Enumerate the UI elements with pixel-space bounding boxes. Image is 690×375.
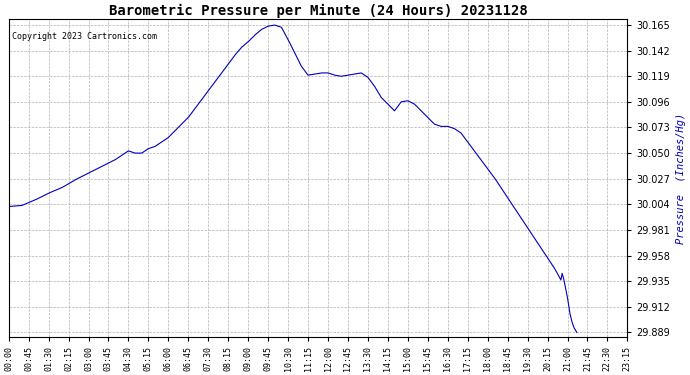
Y-axis label: Pressure  (Inches/Hg): Pressure (Inches/Hg) <box>676 112 686 244</box>
Text: Copyright 2023 Cartronics.com: Copyright 2023 Cartronics.com <box>12 32 157 41</box>
Title: Barometric Pressure per Minute (24 Hours) 20231128: Barometric Pressure per Minute (24 Hours… <box>108 4 527 18</box>
